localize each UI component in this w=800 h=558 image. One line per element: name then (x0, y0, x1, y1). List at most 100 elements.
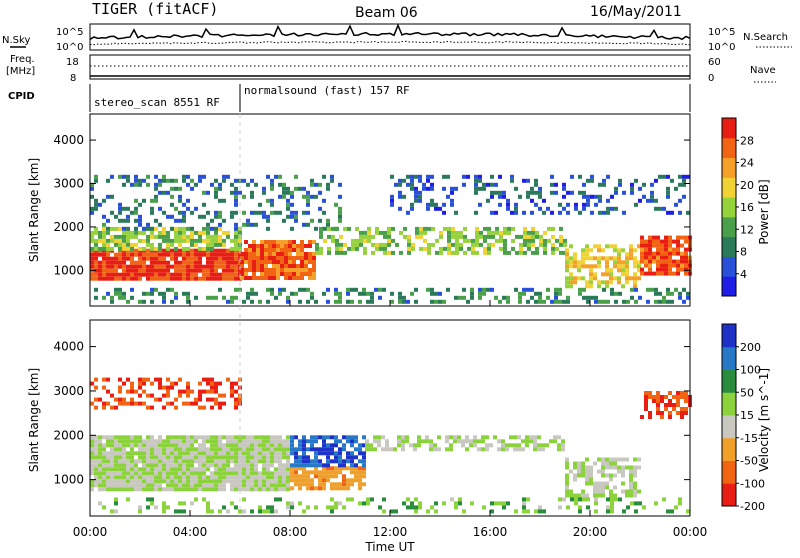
heatmap-cell (246, 439, 250, 444)
heatmap-cell (94, 202, 98, 207)
heatmap-cell (487, 234, 491, 239)
heatmap-cell (559, 250, 563, 255)
heatmap-cell (597, 284, 601, 289)
heatmap-cell (174, 509, 178, 514)
heatmap-cell (589, 465, 593, 470)
heatmap-cell (174, 206, 178, 211)
heatmap-cell (495, 230, 499, 235)
heatmap-cell (308, 256, 312, 260)
heatmap-cell (426, 202, 430, 207)
heatmap-cell (174, 459, 178, 464)
heatmap-cell (262, 471, 266, 476)
heatmap-cell (110, 435, 114, 440)
heatmap-cell (150, 475, 154, 480)
heatmap-cell (326, 182, 330, 187)
heatmap-cell (186, 463, 190, 468)
heatmap-cell (589, 272, 593, 277)
heatmap-cell (370, 497, 374, 502)
heatmap-cell (286, 475, 290, 480)
heatmap-cell (479, 242, 483, 247)
heatmap-cell (194, 439, 198, 444)
heatmap-cell (656, 391, 660, 395)
heatmap-cell (138, 299, 142, 304)
heatmap-cell (118, 435, 122, 440)
heatmap-cell (358, 474, 362, 479)
heatmap-cell (266, 471, 270, 476)
heatmap-cell (158, 268, 162, 273)
heatmap-cell (350, 451, 354, 456)
colorbar-tick-label: 4 (740, 268, 747, 281)
heatmap-cell (146, 268, 150, 273)
y-tick-label: 1000 (53, 263, 84, 277)
heatmap-cell (618, 178, 622, 183)
heatmap-cell (150, 439, 154, 444)
heatmap-cell (110, 467, 114, 472)
heatmap-cell (668, 235, 672, 240)
heatmap-cell (240, 264, 244, 268)
heatmap-cell (565, 461, 569, 466)
heatmap-cell (94, 206, 98, 211)
heatmap-cell (190, 439, 194, 444)
heatmap-cell (174, 276, 178, 281)
heatmap-cell (519, 234, 523, 239)
heatmap-cell (166, 238, 170, 243)
heatmap-cell (427, 226, 431, 231)
heatmap-cell (94, 226, 98, 231)
heatmap-cell (182, 501, 186, 506)
heatmap-cell (365, 439, 369, 444)
heatmap-cell (490, 194, 494, 199)
heatmap-cell (478, 186, 482, 191)
heatmap-cell (310, 443, 314, 448)
heatmap-cell (656, 235, 660, 240)
heatmap-cell (278, 459, 282, 464)
heatmap-cell (617, 465, 621, 470)
heatmap-cell (170, 299, 174, 304)
heatmap-cell (445, 447, 449, 452)
heatmap-cell (633, 276, 637, 281)
heatmap-cell (182, 272, 186, 277)
heatmap-cell (294, 470, 298, 475)
heatmap-cell (194, 260, 198, 265)
heatmap-cell (198, 451, 202, 456)
heatmap-cell (234, 405, 238, 410)
heatmap-cell (312, 256, 316, 260)
heatmap-cell (90, 447, 94, 452)
heatmap-cell (438, 206, 442, 211)
heatmap-cell (226, 272, 230, 277)
heatmap-cell (114, 291, 118, 296)
heatmap-cell (280, 264, 284, 268)
heatmap-cell (374, 287, 378, 292)
heatmap-cell (150, 246, 154, 251)
heatmap-cell (601, 457, 605, 462)
heatmap-cell (190, 443, 194, 448)
colorbar-swatch (722, 276, 736, 297)
heatmap-cell (110, 295, 114, 300)
heatmap-cell (134, 260, 138, 265)
heatmap-cell (434, 501, 438, 506)
heatmap-cell (268, 248, 272, 252)
heatmap-cell (401, 447, 405, 452)
heatmap-cell (310, 178, 314, 183)
heatmap-cell (134, 206, 138, 211)
heatmap-cell (666, 509, 670, 514)
heatmap-cell (262, 214, 266, 219)
heatmap-cell (585, 248, 589, 253)
heatmap-cell (660, 415, 664, 419)
heatmap-cell (90, 467, 94, 472)
heatmap-cell (633, 481, 637, 486)
heatmap-cell (110, 174, 114, 179)
heatmap-cell (676, 247, 680, 252)
heatmap-cell (246, 475, 250, 480)
heatmap-cell (331, 234, 335, 239)
heatmap-cell (110, 210, 114, 215)
heatmap-cell (162, 451, 166, 456)
heatmap-cell (248, 268, 252, 272)
heatmap-cell (666, 190, 670, 195)
heatmap-cell (114, 268, 118, 273)
heatmap-cell (334, 202, 338, 207)
heatmap-cell (589, 469, 593, 474)
heatmap-cell (294, 455, 298, 460)
heatmap-cell (270, 463, 274, 468)
heatmap-cell (314, 474, 318, 479)
heatmap-cell (533, 443, 537, 448)
